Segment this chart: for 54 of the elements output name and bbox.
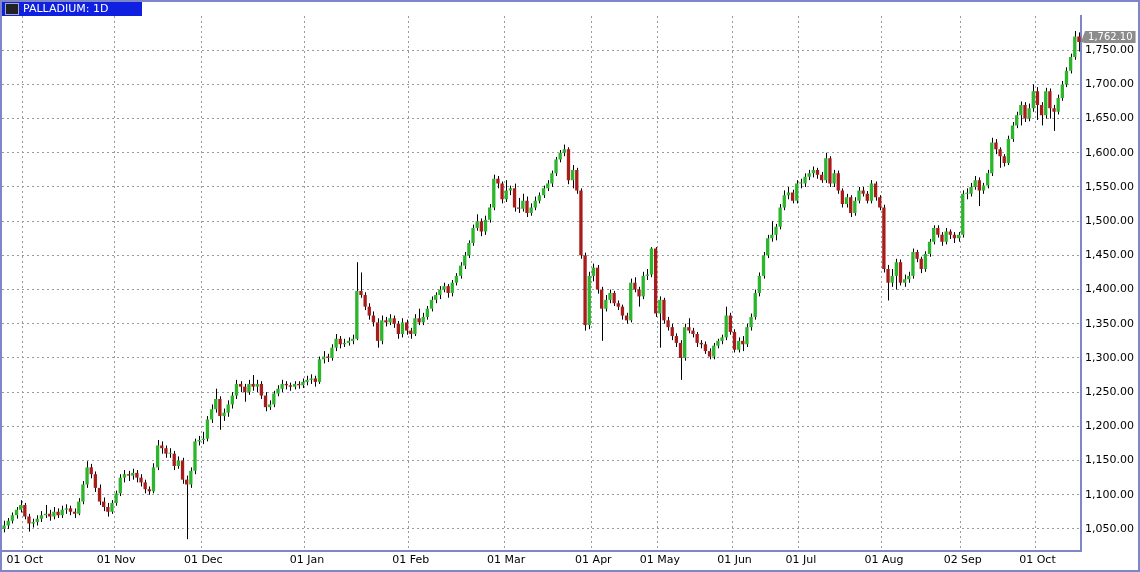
- x-tick-label: 01 Dec: [183, 553, 223, 567]
- candlestick: [380, 315, 384, 345]
- x-tick-label: 01 Mar: [487, 553, 526, 567]
- x-tick-label: 02 Sep: [943, 553, 982, 567]
- x-tick-label: 01 May: [639, 553, 681, 567]
- candlestick: [1019, 100, 1023, 126]
- candlestick: [1023, 101, 1027, 123]
- candlestick: [1077, 31, 1081, 53]
- candlestick: [1035, 86, 1040, 121]
- candlestick: [93, 470, 98, 493]
- y-tick-label: 1,050.00: [1085, 521, 1134, 535]
- candlestick: [732, 328, 737, 353]
- candlestick: [317, 356, 322, 385]
- y-tick-label: 1,150.00: [1085, 453, 1134, 467]
- candlestick: [525, 196, 529, 218]
- y-tick-label: 1,350.00: [1085, 316, 1134, 330]
- y-tick-label: 1,500.00: [1085, 214, 1134, 228]
- candlestick: [678, 339, 683, 381]
- y-tick-label: 1,750.00: [1085, 43, 1134, 57]
- y-tick-label: 1,250.00: [1085, 385, 1134, 398]
- candlestick: [205, 415, 210, 442]
- candlestick: [1060, 80, 1064, 102]
- x-tick-label: 01 Jun: [717, 553, 752, 567]
- y-tick-label: 1,650.00: [1085, 111, 1134, 125]
- y-tick-label: 1,700.00: [1085, 77, 1134, 91]
- y-tick-label: 1,550.00: [1085, 179, 1134, 193]
- y-tick-label: 1,300.00: [1085, 350, 1134, 364]
- chart-title: PALLADIUM: 1D: [23, 2, 109, 16]
- candlestick: [375, 317, 380, 349]
- x-tick-label: 01 Jan: [289, 553, 325, 567]
- candlestick: [898, 258, 903, 286]
- y-tick-label: 1,200.00: [1085, 419, 1134, 433]
- x-tick-label: 01 Nov: [96, 553, 137, 567]
- y-tick-label: 1,450.00: [1085, 248, 1134, 262]
- x-tick-label: 01 Oct: [1019, 553, 1057, 567]
- candlestick: [753, 289, 757, 321]
- candlestick: [155, 439, 160, 471]
- x-tick-label: 01 Oct: [6, 553, 44, 567]
- x-tick-label: 01 Feb: [392, 553, 430, 567]
- x-tick-label: 01 Jul: [785, 553, 817, 567]
- x-tick-label: 01 Apr: [575, 553, 613, 567]
- y-tick-label: 1,600.00: [1085, 145, 1134, 159]
- candlestick: [911, 248, 915, 280]
- y-tick-label: 1,400.00: [1085, 282, 1134, 296]
- candlestick: [1056, 94, 1060, 115]
- candlestick: [234, 379, 239, 400]
- candlestick: [1048, 87, 1052, 120]
- candlestick: [413, 313, 417, 337]
- text: 1,762.10: [1088, 30, 1133, 42]
- candlestick: [840, 187, 845, 208]
- x-tick-label: 01 Aug: [864, 553, 904, 567]
- candlestick: [97, 483, 102, 506]
- candlestick: [504, 179, 508, 203]
- y-tick-label: 1,100.00: [1085, 487, 1134, 501]
